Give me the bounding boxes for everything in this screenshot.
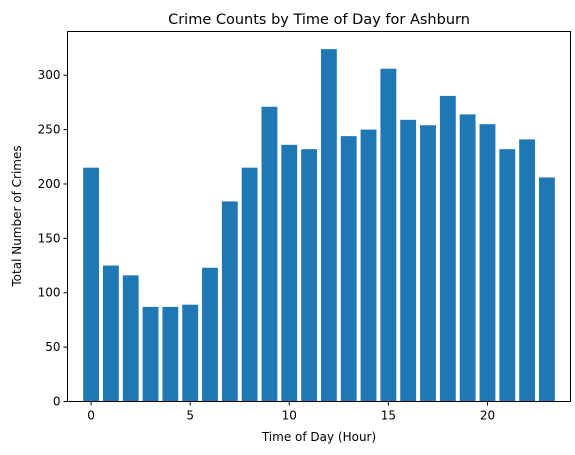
- bar-hour-13: [340, 136, 357, 402]
- bars-group: [83, 49, 555, 402]
- y-tick-label: 250: [38, 123, 61, 137]
- plot-frame: [67, 31, 571, 402]
- bar-hour-7: [221, 201, 238, 402]
- bar-hour-16: [400, 119, 417, 402]
- y-tick-label: 50: [45, 340, 60, 354]
- bar-hour-19: [459, 114, 476, 402]
- y-tick-label: 150: [38, 231, 61, 245]
- y-tick-label: 100: [38, 286, 61, 300]
- bar-hour-1: [102, 265, 119, 402]
- bar-hour-2: [122, 275, 139, 402]
- bar-hour-0: [83, 167, 100, 402]
- bar-hour-23: [538, 177, 555, 402]
- bar-hour-20: [479, 124, 496, 402]
- bar-hour-22: [519, 139, 536, 402]
- x-tick-label: 0: [87, 409, 95, 423]
- bar-hour-9: [261, 106, 278, 402]
- x-tick-label: 20: [480, 409, 495, 423]
- bar-hour-17: [420, 125, 436, 402]
- y-axis-ticks: 0 50 100 150 200 250 300: [38, 68, 68, 409]
- bar-hour-6: [202, 267, 218, 402]
- chart-title: Crime Counts by Time of Day for Ashburn: [168, 12, 470, 28]
- x-axis-label: Time of Day (Hour): [261, 430, 376, 444]
- bar-hour-10: [281, 144, 298, 402]
- bar-hour-11: [301, 149, 318, 402]
- bar-hour-15: [380, 68, 397, 402]
- y-tick-label: 0: [53, 395, 61, 409]
- x-tick-label: 10: [282, 409, 297, 423]
- bar-hour-18: [439, 95, 456, 402]
- bar-hour-14: [360, 129, 377, 402]
- bar-hour-5: [182, 304, 199, 402]
- bar-hour-4: [162, 306, 179, 402]
- y-axis-label: Total Number of Crimes: [10, 145, 24, 287]
- y-tick-label: 200: [38, 177, 61, 191]
- x-tick-label: 5: [186, 409, 194, 423]
- bar-hour-8: [241, 167, 258, 402]
- bar-hour-21: [499, 149, 516, 402]
- bar-hour-3: [142, 306, 159, 402]
- x-tick-label: 15: [381, 409, 396, 423]
- bar-hour-12: [320, 49, 337, 402]
- x-axis-ticks: 0 5 10 15 20: [87, 401, 495, 423]
- y-tick-label: 300: [38, 68, 61, 82]
